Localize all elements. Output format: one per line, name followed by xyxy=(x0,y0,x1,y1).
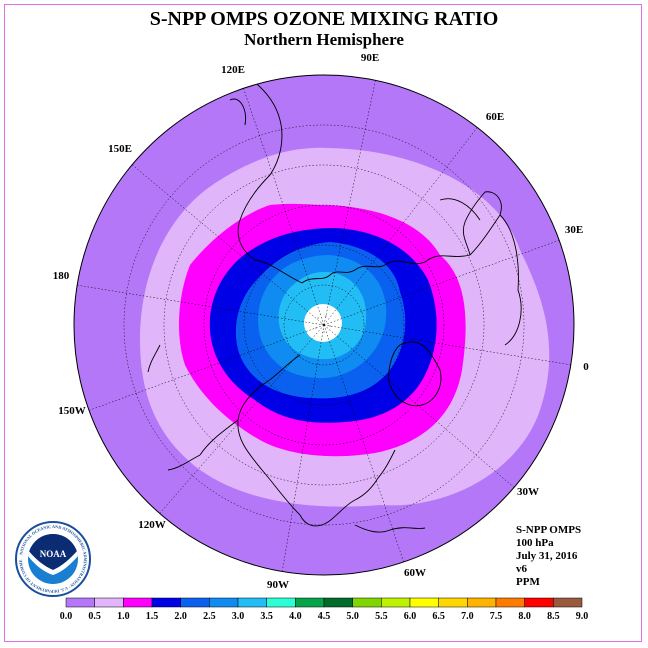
lon-label-90w: 90W xyxy=(267,579,289,591)
colorbar-swatch xyxy=(65,597,95,608)
colorbar-tick-label: 5.5 xyxy=(375,611,388,622)
lon-label-150e: 150E xyxy=(108,143,132,155)
lon-label-180: 180 xyxy=(53,270,70,282)
longitude-labels: 90E 60E 30E 0 30W 60W 90W 120W 150W 180 … xyxy=(53,52,590,591)
colorbar-tick-label: 6.5 xyxy=(432,611,445,622)
colorbar-swatch xyxy=(295,597,325,608)
colorbar-tick-label: 3.5 xyxy=(260,611,273,622)
ozone-field xyxy=(74,75,574,575)
colorbar-tick-label: 8.5 xyxy=(547,611,560,622)
colorbar-tick-label: 7.5 xyxy=(490,611,503,622)
colorbar-swatch xyxy=(209,597,239,608)
lon-label-30w: 30W xyxy=(517,486,539,498)
map-frame xyxy=(4,4,642,642)
colorbar-tick-label: 1.5 xyxy=(146,611,159,622)
colorbar-swatch xyxy=(495,597,525,608)
colorbar-tick-label: 7.0 xyxy=(461,611,474,622)
lon-label-90e: 90E xyxy=(361,52,379,64)
lon-label-0: 0 xyxy=(583,361,589,373)
colorbar-swatch xyxy=(266,597,296,608)
colorbar-swatch xyxy=(553,597,583,608)
graticule xyxy=(75,75,573,574)
coastlines xyxy=(147,75,522,533)
colorbar: 0.0 0.5 1.0 1.5 2.0 2.5 3.0 3.5 4.0 4.5 5.0 5.5 6.0 6… xyxy=(60,597,589,622)
colorbar-swatch xyxy=(352,597,382,608)
colorbar-swatch xyxy=(467,597,497,608)
colorbar-tick-label: 3.0 xyxy=(232,611,245,622)
pole-dots xyxy=(315,315,331,333)
colorbar-swatch xyxy=(381,597,411,608)
colorbar-swatch xyxy=(323,597,353,608)
colorbar-tick-label: 8.0 xyxy=(518,611,531,622)
colorbar-tick-label: 6.0 xyxy=(404,611,417,622)
lon-label-60w: 60W xyxy=(404,567,426,579)
lon-label-120w: 120W xyxy=(138,519,166,531)
colorbar-swatch xyxy=(438,597,468,608)
colorbar-swatch xyxy=(237,597,267,608)
noaa-logo: NOAA NATIONAL OCEANIC AND ATMOSPHERIC AD… xyxy=(14,520,91,597)
colorbar-swatch xyxy=(180,597,210,608)
colorbar-swatch xyxy=(151,597,181,608)
info-units: PPM xyxy=(516,576,540,588)
colorbar-tick-label: 5.0 xyxy=(346,611,359,622)
lon-label-30e: 30E xyxy=(565,224,583,236)
logo-name: NOAA xyxy=(40,549,67,559)
colorbar-tick-label: 2.5 xyxy=(203,611,216,622)
colorbar-tick-label: 4.0 xyxy=(289,611,302,622)
colorbar-tick-label: 4.5 xyxy=(318,611,331,622)
colorbar-tick-label: 1.0 xyxy=(117,611,130,622)
info-level: 100 hPa xyxy=(516,537,554,549)
colorbar-swatch xyxy=(524,597,554,608)
info-date: July 31, 2016 xyxy=(516,550,578,562)
colorbar-swatch xyxy=(123,597,153,608)
lon-label-120e: 120E xyxy=(221,64,245,76)
polar-no-data xyxy=(304,304,342,342)
map-title: S-NPP OMPS OZONE MIXING RATIO xyxy=(149,8,499,30)
map-subtitle: Northern Hemisphere xyxy=(244,30,404,49)
colorbar-tick-label: 2.0 xyxy=(174,611,187,622)
info-version: v6 xyxy=(516,563,527,575)
colorbar-tick-label: 0.5 xyxy=(88,611,101,622)
lon-label-60e: 60E xyxy=(486,111,504,123)
colorbar-swatch xyxy=(94,597,124,608)
map-boundary xyxy=(73,74,575,576)
colorbar-tick-label: 0.0 xyxy=(60,611,73,622)
colorbar-swatch xyxy=(409,597,439,608)
lon-label-150w: 150W xyxy=(58,405,86,417)
colorbar-tick-label: 9.0 xyxy=(576,611,589,622)
info-instrument: S-NPP OMPS xyxy=(516,524,582,536)
